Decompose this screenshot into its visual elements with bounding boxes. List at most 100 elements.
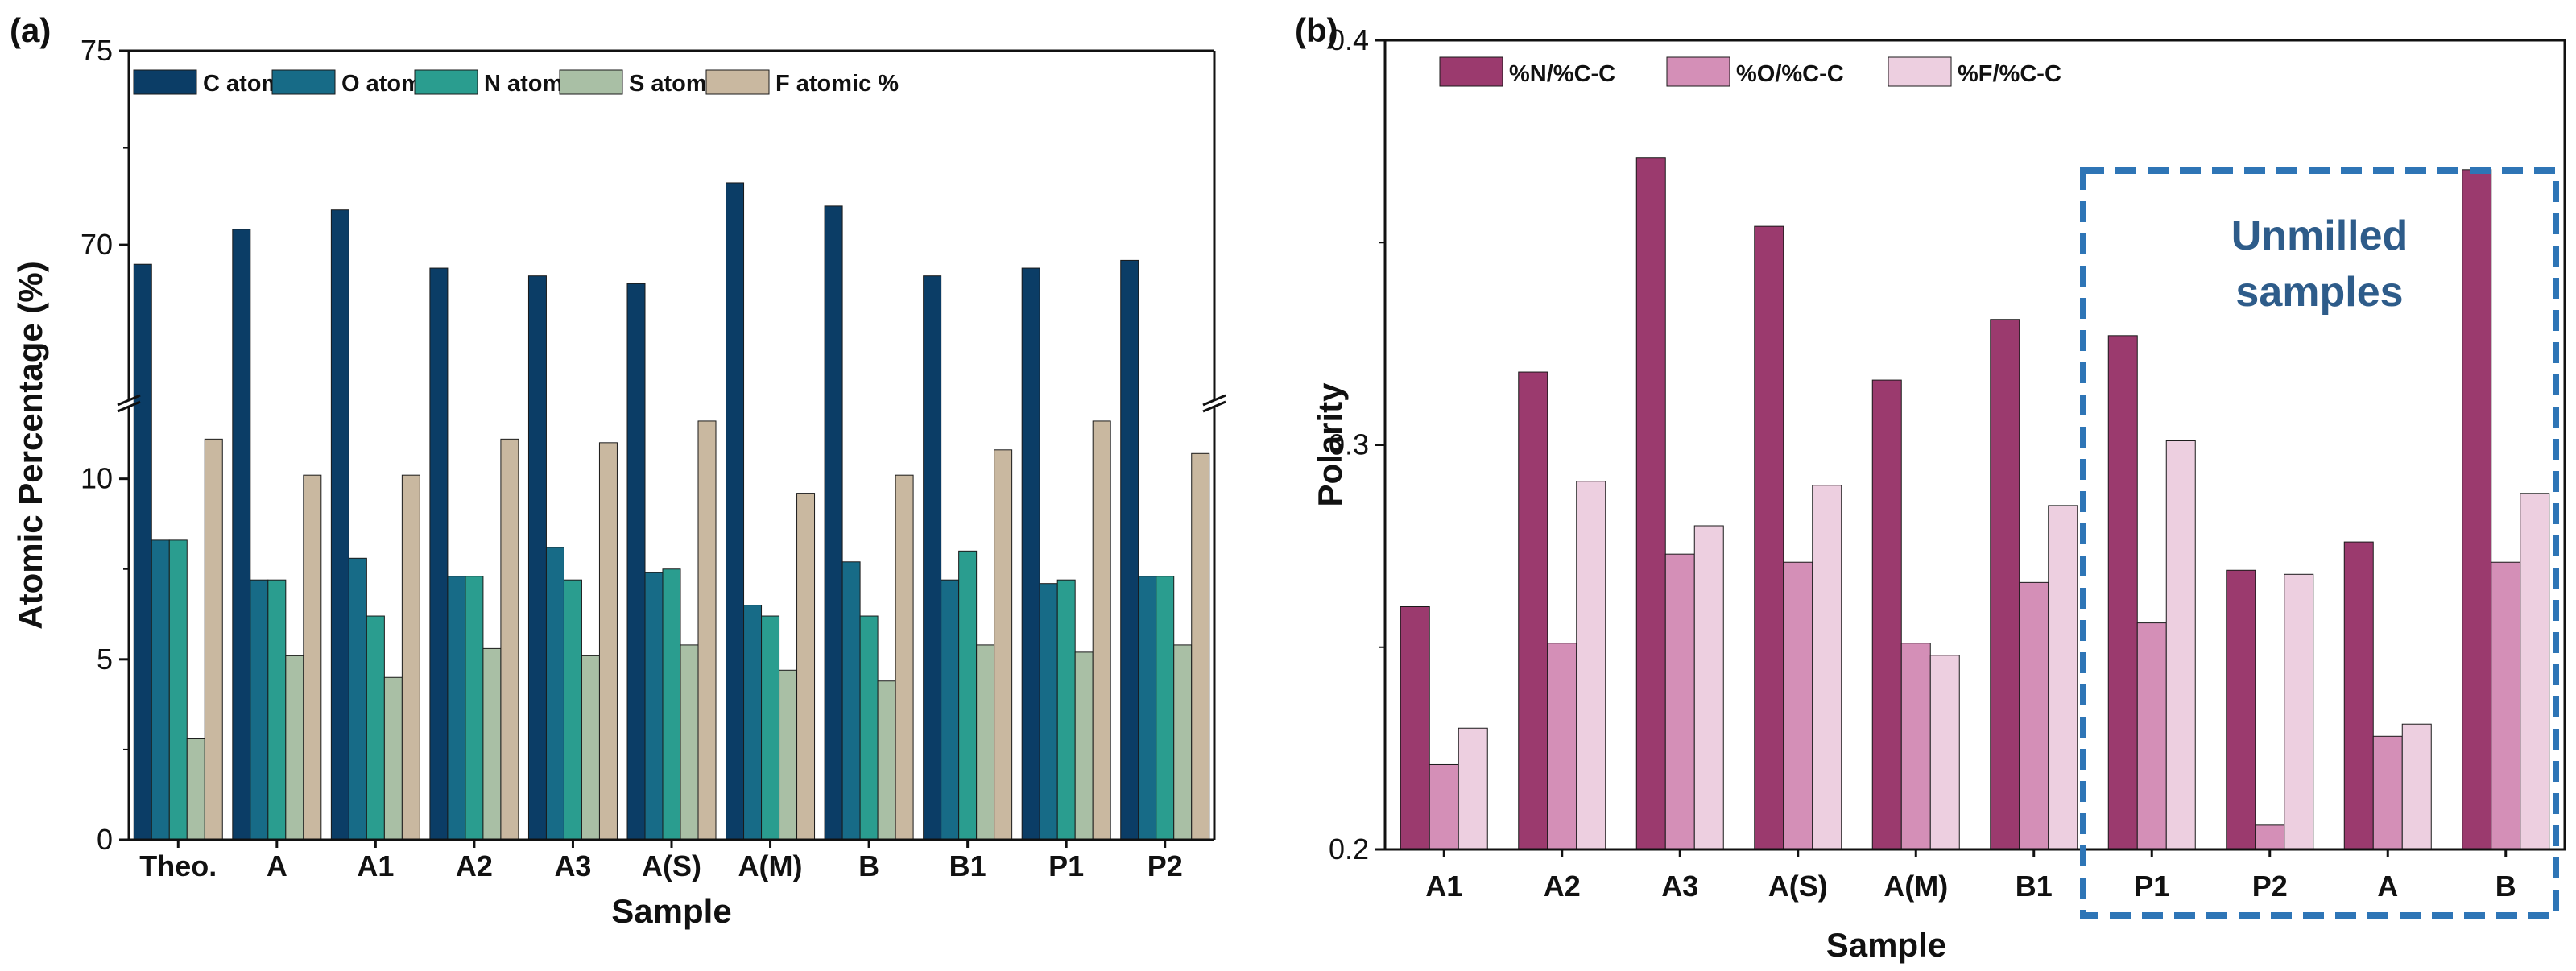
bar-o-c-c-p1 [2136, 622, 2167, 850]
bar-n-atomic-b [859, 615, 879, 841]
annotation-line-1: Unmilled [2231, 213, 2409, 259]
y-axis-title-b: Polarity [1311, 382, 1349, 507]
y-tick-label-b: 0.3 [1329, 428, 1369, 461]
x-tick-label-a-m: A(M) [738, 849, 803, 882]
unmilled-samples-box [2080, 167, 2559, 919]
bar-o-c-c-a-s [1783, 561, 1813, 850]
x-tick-label-a1: A1 [357, 849, 394, 882]
chart-panel-b: (b) 0.2 0.3 0.4 A1 A2 A3 A(S) A(M) B1 P1 P2 A B Sample… [1295, 11, 2566, 964]
bar-n-c-c-b1 [1990, 319, 2020, 850]
bar-n-atomic-b1 [958, 550, 978, 841]
bar-c-atomic-a-s [626, 283, 646, 841]
bar-s-atomic-a [285, 655, 304, 841]
bar-f-c-c-a-m [1929, 655, 1960, 850]
bar-o-c-c-b [2491, 561, 2521, 850]
legend-swatch-o-atomic [271, 69, 336, 95]
bar-c-atomic-p1 [1021, 267, 1040, 841]
axis-break-mark [117, 400, 141, 413]
bar-n-c-c-p2 [2226, 569, 2256, 850]
bar-f-atomic-p1 [1092, 420, 1111, 841]
legend-label-o-c-c: %O/%C-C [1736, 61, 1844, 87]
bar-o-c-c-a3 [1664, 553, 1695, 850]
legend-swatch-n-atomic [414, 69, 478, 95]
x-tick-label-a2: A2 [1544, 870, 1581, 903]
y-tick-label-a: 0 [97, 823, 113, 856]
y-tick-label-a: 70 [81, 228, 113, 261]
bar-f-atomic-b [895, 474, 914, 841]
x-tick-label-b1: B1 [949, 849, 986, 882]
panel-label-b: (b) [1295, 11, 1338, 49]
y-tick-label-b: 0.2 [1329, 833, 1369, 866]
bar-s-atomic-a1 [383, 676, 403, 841]
bar-o-atomic-a3 [545, 547, 564, 841]
bar-f-atomic-theo [204, 438, 223, 841]
x-tick-label-a1: A1 [1425, 870, 1462, 903]
x-tick-label-a2: A2 [456, 849, 493, 882]
bar-s-atomic-a2 [482, 647, 502, 841]
axis-break-mark [1202, 394, 1226, 407]
bar-s-atomic-b1 [976, 644, 995, 841]
bar-n-c-c-a2 [1518, 371, 1548, 850]
x-axis-title-b: Sample [1826, 926, 1946, 964]
bar-s-atomic-a3 [581, 655, 600, 841]
legend-swatch-n-c-c [1439, 56, 1503, 87]
bar-n-atomic-a2 [465, 576, 484, 841]
bar-f-c-c-b [2520, 493, 2550, 850]
bar-o-atomic-a-s [644, 572, 664, 841]
y-tick-label-a: 10 [81, 462, 113, 495]
bar-c-atomic-theo [133, 263, 152, 841]
bar-n-c-c-a-s [1754, 225, 1784, 850]
legend-swatch-f-c-c [1888, 56, 1952, 87]
bar-o-atomic-a2 [447, 576, 466, 841]
bar-s-atomic-p1 [1074, 651, 1094, 841]
bar-f-atomic-a3 [598, 442, 618, 841]
bar-n-c-c-a [2343, 541, 2374, 850]
y-tick-label-b: 0.4 [1329, 23, 1369, 56]
bar-f-atomic-a2 [500, 438, 519, 841]
x-tick-label-p1: P1 [2134, 870, 2169, 903]
bar-f-c-c-a [2401, 723, 2432, 850]
y-axis-title-a: Atomic Percentage (%) [11, 261, 49, 629]
bar-o-c-c-a [2372, 735, 2403, 850]
panel-label-a: (a) [10, 11, 51, 49]
bar-c-atomic-a-m [726, 182, 745, 841]
bar-o-atomic-b1 [941, 579, 960, 841]
bar-s-atomic-a-s [680, 644, 699, 841]
legend-swatch-f-atomic [705, 69, 770, 95]
bar-n-atomic-a [267, 579, 287, 841]
legend-swatch-o-c-c [1666, 56, 1730, 87]
bar-n-atomic-a3 [563, 579, 582, 841]
bar-o-c-c-a2 [1547, 643, 1577, 850]
bar-s-atomic-b [877, 680, 896, 841]
bar-c-atomic-b1 [923, 275, 942, 841]
bar-o-atomic-p2 [1138, 576, 1157, 841]
bar-f-c-c-b1 [2048, 505, 2078, 850]
bar-n-c-c-b [2462, 169, 2492, 850]
y-tick-label-a: 5 [97, 643, 113, 676]
bar-c-atomic-b [824, 205, 843, 841]
bar-o-atomic-a-m [743, 605, 763, 841]
legend-label-f-atomic: F atomic % [775, 71, 899, 97]
legend-swatch-s-atomic [559, 69, 623, 95]
bar-f-c-c-p2 [2284, 573, 2314, 850]
bar-n-atomic-a-m [761, 615, 780, 841]
bar-o-atomic-p1 [1039, 583, 1058, 841]
x-tick-label-a-m: A(M) [1883, 870, 1948, 903]
bar-o-atomic-a [250, 579, 269, 841]
bar-o-c-c-a1 [1429, 763, 1459, 850]
x-tick-label-p2: P2 [1147, 849, 1183, 882]
x-tick-label-theo: Theo. [139, 849, 217, 882]
bar-n-c-c-a-m [1871, 379, 1902, 850]
bar-c-atomic-p2 [1120, 259, 1139, 841]
bar-n-atomic-a1 [366, 615, 385, 841]
bar-c-atomic-a [232, 229, 251, 841]
bar-f-c-c-a3 [1693, 525, 1724, 850]
annotation-line-2: samples [2235, 269, 2403, 316]
bar-n-atomic-a-s [662, 568, 681, 841]
chart-panel-a: (a) 0 5 10 70 75 Theo. A A1 A2 A3 A(S) A(M) B B1 P1 P2 Sa… [10, 11, 1226, 930]
x-tick-label-a-s: A(S) [642, 849, 701, 882]
bar-f-atomic-a1 [401, 474, 420, 841]
bar-s-atomic-p2 [1173, 644, 1193, 841]
x-axis-title-a: Sample [611, 892, 731, 930]
